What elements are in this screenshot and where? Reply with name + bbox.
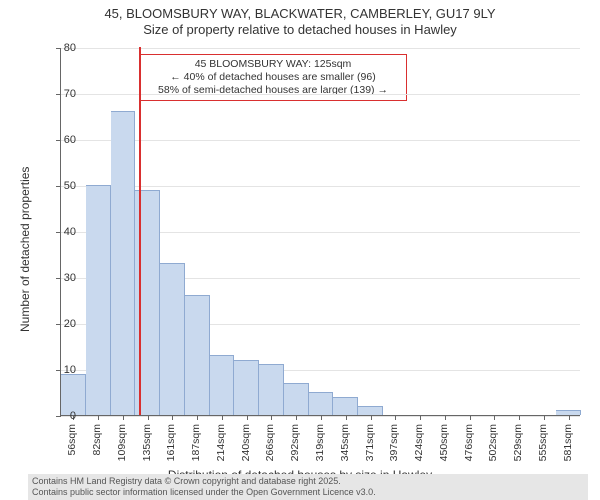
xtick-label: 397sqm [388,424,400,461]
xtick-mark [420,415,421,420]
histogram-bar [160,263,185,415]
histogram-bar [309,392,334,415]
xtick-mark [98,415,99,420]
xtick-mark [321,415,322,420]
xtick-label: 82sqm [91,424,103,456]
xtick-label: 319sqm [314,424,326,461]
xtick-mark [296,415,297,420]
xtick-mark [172,415,173,420]
title-line-2: Size of property relative to detached ho… [0,22,600,38]
xtick-label: 292sqm [289,424,301,461]
ytick-label: 10 [46,364,76,376]
histogram-bar [210,355,235,415]
ytick-label: 40 [46,226,76,238]
xtick-mark [222,415,223,420]
histogram-bar [259,364,284,415]
xtick-mark [544,415,545,420]
xtick-label: 555sqm [537,424,549,461]
xtick-label: 529sqm [512,424,524,461]
xtick-label: 135sqm [141,424,153,461]
xtick-label: 424sqm [413,424,425,461]
xtick-label: 476sqm [463,424,475,461]
histogram-bar [86,185,111,415]
xtick-label: 161sqm [165,424,177,461]
xtick-mark [569,415,570,420]
ytick-label: 30 [46,272,76,284]
xtick-mark [470,415,471,420]
xtick-mark [247,415,248,420]
xtick-mark [148,415,149,420]
xtick-label: 450sqm [438,424,450,461]
xtick-mark [346,415,347,420]
histogram-bar [61,374,86,415]
histogram-bar [333,397,358,415]
histogram-bar [111,111,136,415]
plot-area: 45 BLOOMSBURY WAY: 125sqm ← 40% of detac… [60,48,580,416]
footer-line-2: Contains public sector information licen… [32,487,584,498]
annotation-line-2: ← 40% of detached houses are smaller (96… [146,71,400,84]
histogram-bar [185,295,210,415]
annotation-line-3: 58% of semi-detached houses are larger (… [146,84,400,97]
y-axis-label: Number of detached properties [18,167,32,332]
ytick-label: 20 [46,318,76,330]
xtick-mark [519,415,520,420]
xtick-mark [271,415,272,420]
footer-attribution: Contains HM Land Registry data © Crown c… [28,474,588,500]
histogram-bar [284,383,309,415]
xtick-mark [395,415,396,420]
histogram-bar [234,360,259,415]
xtick-label: 109sqm [116,424,128,461]
xtick-label: 581sqm [562,424,574,461]
marker-line [139,47,141,415]
annotation-line-1: 45 BLOOMSBURY WAY: 125sqm [146,58,400,71]
xtick-label: 56sqm [66,424,78,456]
xtick-mark [197,415,198,420]
ytick-label: 0 [46,410,76,422]
footer-line-1: Contains HM Land Registry data © Crown c… [32,476,584,487]
ytick-label: 50 [46,180,76,192]
xtick-label: 502sqm [487,424,499,461]
title-line-1: 45, BLOOMSBURY WAY, BLACKWATER, CAMBERLE… [0,6,600,22]
xtick-mark [371,415,372,420]
xtick-label: 214sqm [215,424,227,461]
xtick-label: 266sqm [264,424,276,461]
xtick-label: 371sqm [364,424,376,461]
xtick-label: 345sqm [339,424,351,461]
xtick-mark [494,415,495,420]
xtick-mark [123,415,124,420]
chart-title: 45, BLOOMSBURY WAY, BLACKWATER, CAMBERLE… [0,0,600,39]
xtick-mark [445,415,446,420]
xtick-label: 187sqm [190,424,202,461]
ytick-label: 70 [46,88,76,100]
histogram-bar [358,406,383,415]
xtick-label: 240sqm [240,424,252,461]
ytick-label: 60 [46,134,76,146]
ytick-label: 80 [46,42,76,54]
